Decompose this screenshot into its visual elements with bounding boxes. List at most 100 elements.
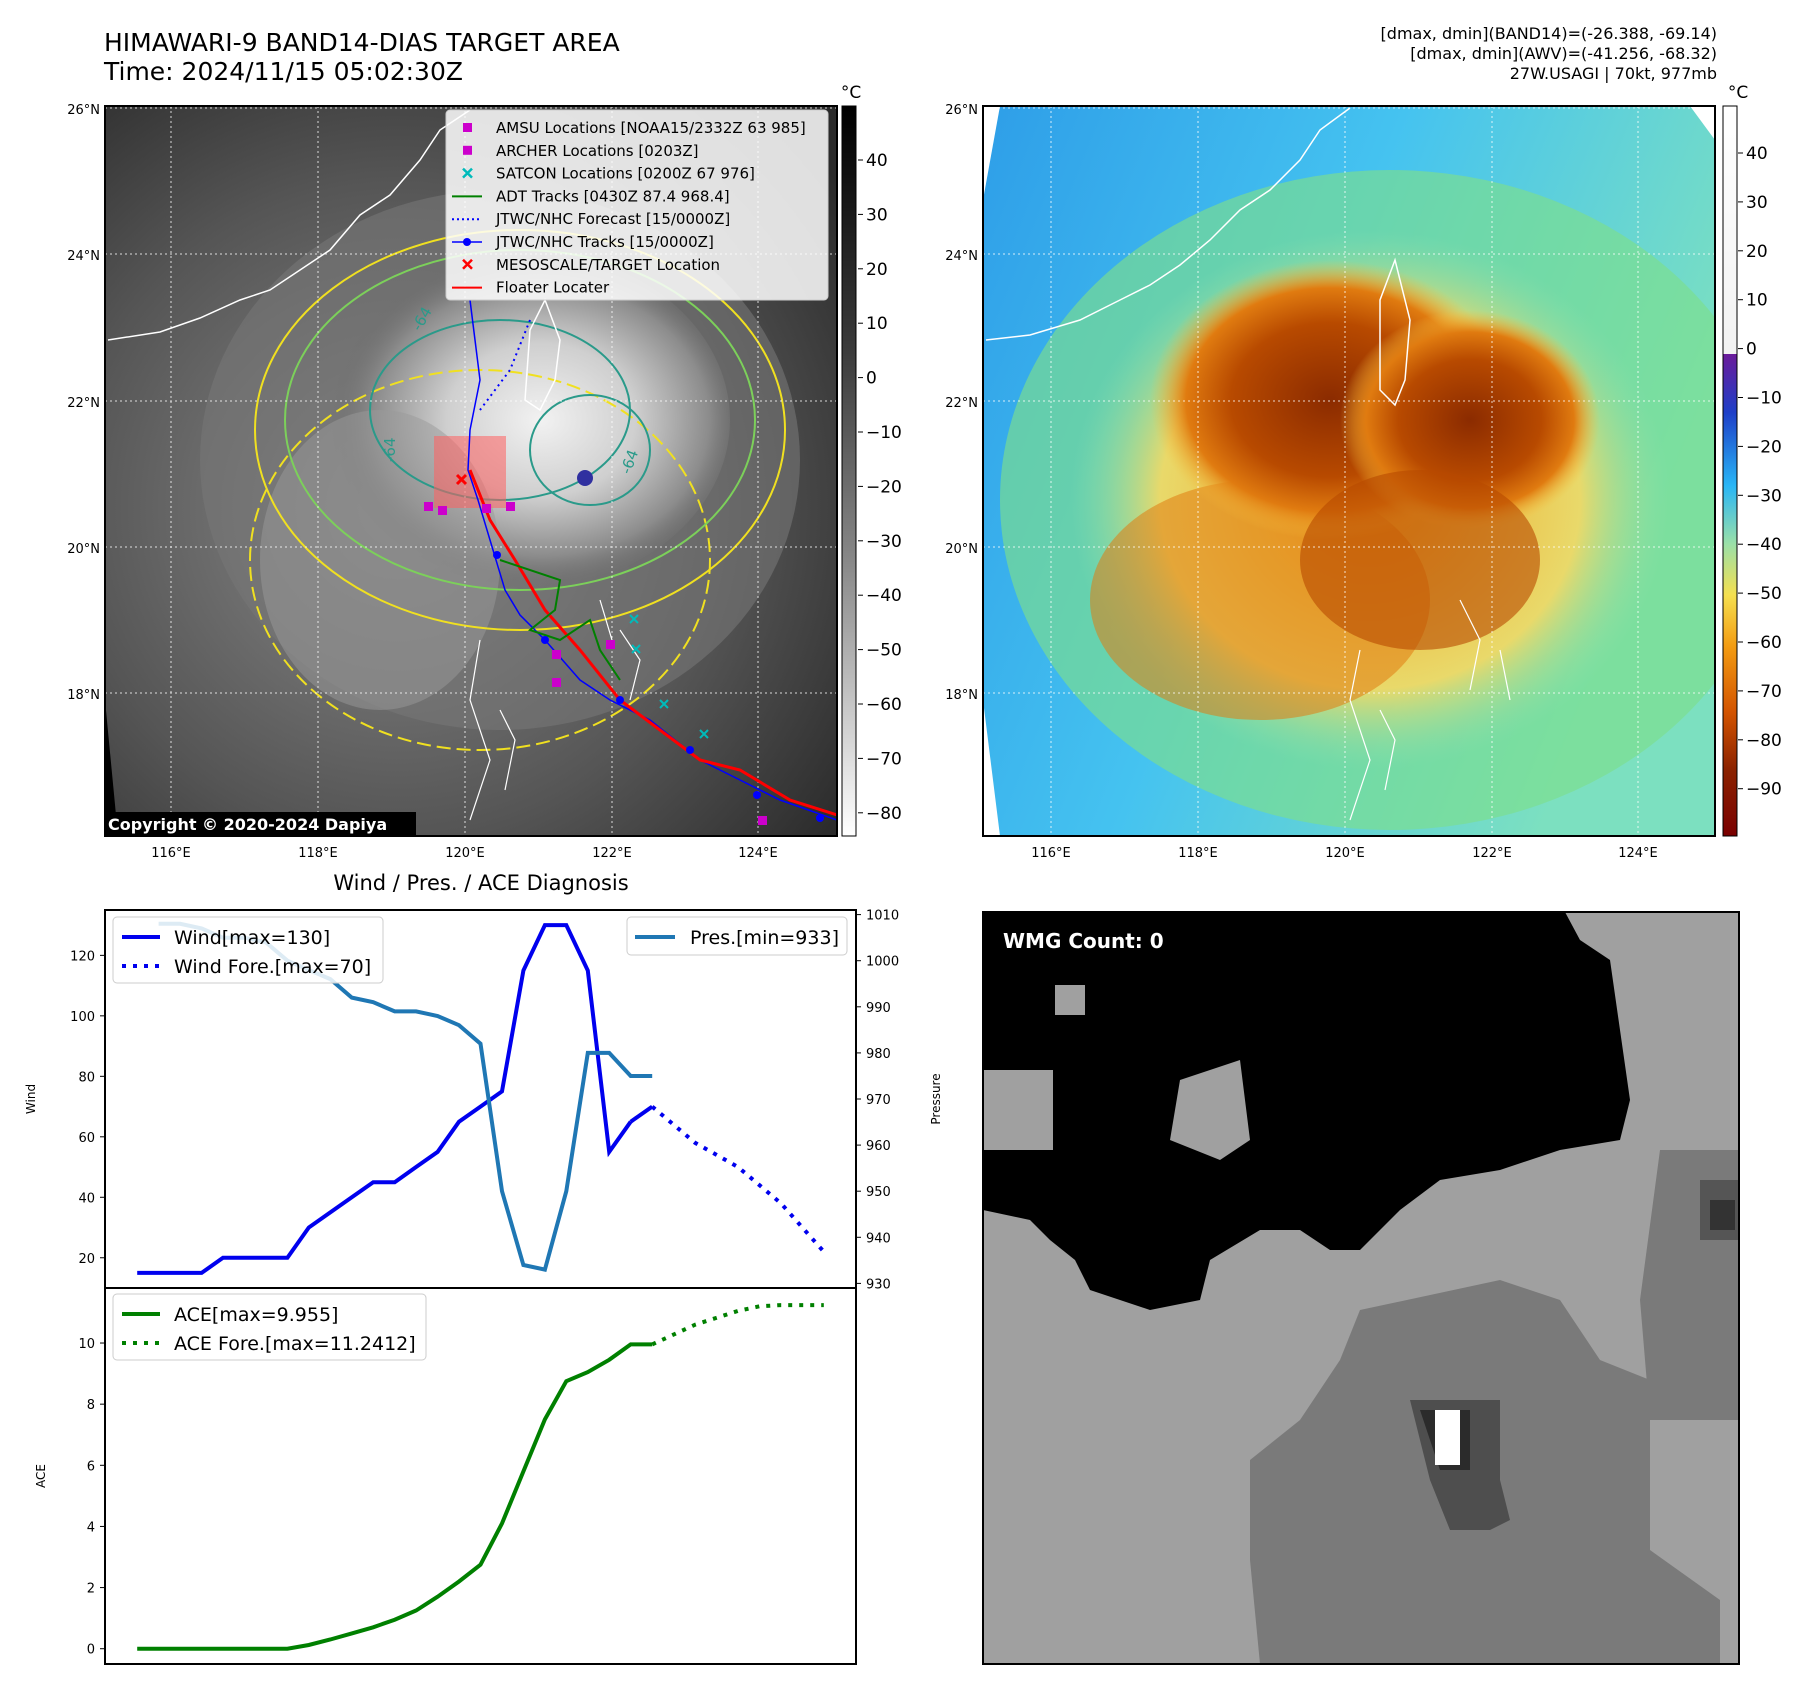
wind-axis-label: Wind — [24, 1084, 38, 1114]
adt-track-line — [499, 559, 621, 681]
ace-tick-label: 6 — [87, 1459, 95, 1474]
colorbar-tick-label: 20 — [1746, 242, 1768, 262]
map-legend-label: JTWC/NHC Forecast [15/0000Z] — [495, 210, 730, 228]
contour-label: -64 — [381, 438, 399, 463]
colorbar-left: °C 40 30 20 10 0 −10 −20 −30 −40 −50 −60 −70 −80 — [841, 83, 902, 837]
wind-series-line — [629, 1104, 654, 1124]
colorbar-tick-label: −70 — [1746, 682, 1782, 702]
wind-tick-label: 40 — [78, 1191, 95, 1206]
wind-tick-label: 80 — [78, 1070, 95, 1085]
wmg-panel: WMG Count: 0 — [982, 911, 1740, 1665]
lat-tick-label: 20°N — [67, 542, 100, 557]
colorbar-tick-label: 20 — [866, 260, 888, 280]
colorbar-tick-label: −40 — [866, 586, 902, 606]
colorbar-tick-label: 0 — [1746, 340, 1757, 360]
colorbar-tick-label: 10 — [1746, 291, 1768, 311]
map-legend-item: ARCHER Locations [0203Z] — [463, 142, 699, 160]
figure-time: Time: 2024/11/15 05:02:30Z — [103, 57, 463, 86]
map-legend-label: ADT Tracks [0430Z 87.4 968.4] — [496, 187, 730, 205]
ace-series-line — [137, 1342, 653, 1651]
colorbar-tick-label: −20 — [1746, 437, 1782, 457]
figure-title: HIMAWARI-9 BAND14-DIAS TARGET AREA — [104, 28, 620, 57]
amsu-markers — [424, 502, 767, 825]
lat-tick-label: 26°N — [945, 103, 978, 118]
ace-legend-label: ACE[max=9.955] — [174, 1304, 338, 1326]
colorbar-tick-label: −80 — [866, 804, 902, 824]
map-legend-item: JTWC/NHC Tracks [15/0000Z] — [452, 233, 714, 251]
map-legend-label: MESOSCALE/TARGET Location — [496, 256, 720, 274]
target-marker — [455, 473, 468, 486]
wind-tick-label: 60 — [78, 1131, 95, 1146]
bd-map-panel — [982, 105, 1716, 837]
colorbar-tick-label: −40 — [1746, 535, 1782, 555]
colorbar-left-unit: °C — [841, 83, 861, 103]
ir-map-panel: -64 -64 -64 — [104, 105, 838, 837]
pressure-tick-label: 1010 — [866, 909, 899, 924]
lon-tick-label: 118°E — [298, 846, 338, 861]
wind-forecast-line — [650, 1105, 826, 1254]
pressure-tick-label: 960 — [866, 1139, 891, 1154]
ace-tick-label: 10 — [78, 1337, 95, 1352]
colorbar-tick-label: −30 — [866, 532, 902, 552]
map-legend-item: SATCON Locations [0200Z 67 976] — [462, 165, 755, 183]
pressure-tick-label: 1000 — [866, 955, 899, 970]
pressure-tick-label: 950 — [866, 1185, 891, 1200]
wmg-count-label: WMG Count: 0 — [1003, 929, 1164, 953]
colorbar-tick-label: −10 — [1746, 389, 1782, 409]
pressure-tick-label: 940 — [866, 1231, 891, 1246]
lat-tick-label: 20°N — [945, 542, 978, 557]
pressure-tick-label: 970 — [866, 1093, 891, 1108]
colorbar-tick-label: −30 — [1746, 486, 1782, 506]
lat-tick-label: 24°N — [67, 249, 100, 264]
ace-forecast-line — [651, 1303, 824, 1347]
map-legend-label: AMSU Locations [NOAA15/2332Z 63 985] — [496, 119, 806, 137]
map-legend-item: MESOSCALE/TARGET Location — [462, 256, 720, 274]
ace-chart: 0 2 4 6 8 10 ACE ACE[max=9.955] ACE Fore.[max=11… — [34, 1287, 857, 1665]
wind-tick-label: 100 — [70, 1010, 95, 1025]
wind-legend: Wind[max=130] Wind Fore.[max=70] — [112, 916, 384, 984]
ace-tick-label: 8 — [87, 1398, 95, 1413]
map-legend-label: JTWC/NHC Tracks [15/0000Z] — [495, 233, 714, 251]
ace-tick-label: 0 — [87, 1643, 95, 1658]
colorbar-tick-label: −80 — [1746, 731, 1782, 751]
copyright-label: Copyright © 2020-2024 Dapiya — [108, 815, 387, 834]
map-legend-label: ARCHER Locations [0203Z] — [496, 142, 699, 160]
lon-tick-label: 116°E — [1031, 846, 1071, 861]
lat-tick-label: 22°N — [945, 396, 978, 411]
satcon-markers — [629, 614, 709, 739]
colorbar-tick-label: −60 — [866, 695, 902, 715]
wind-tick-label: 120 — [70, 949, 95, 964]
pressure-axis-label: Pressure — [929, 1073, 943, 1124]
map-legend-item: AMSU Locations [NOAA15/2332Z 63 985] — [463, 119, 806, 137]
lon-tick-label: 120°E — [445, 846, 485, 861]
colorbar-tick-label: 40 — [1746, 144, 1768, 164]
lon-tick-label: 120°E — [1325, 846, 1365, 861]
wind-forecast-legend-label: Wind Fore.[max=70] — [174, 956, 371, 978]
pressure-tick-label: 930 — [866, 1277, 891, 1292]
wind-tick-label: 20 — [78, 1252, 95, 1267]
colorbar-tick-label: −50 — [866, 641, 902, 661]
lat-tick-label: 26°N — [67, 103, 100, 118]
colorbar-tick-label: 30 — [866, 205, 888, 225]
info-line-1: [dmax, dmin](BAND14)=(-26.388, -69.14) — [1381, 24, 1717, 43]
wind-pressure-chart: 20 40 60 80 100 120 930 940 950 960 970 980 990 1000 1… — [24, 909, 943, 1293]
pressure-legend: Pres.[min=933] — [626, 916, 848, 956]
colorbar-tick-label: 0 — [866, 369, 877, 389]
wmg-cold-region — [983, 912, 1630, 1310]
lon-tick-label: 124°E — [1618, 846, 1658, 861]
lat-tick-label: 22°N — [67, 396, 100, 411]
map-legend-item: ADT Tracks [0430Z 87.4 968.4] — [452, 187, 730, 205]
jtwc-track-points — [493, 551, 824, 822]
wind-legend-label: Wind[max=130] — [174, 927, 330, 949]
colorbar-tick-label: 30 — [1746, 193, 1768, 213]
lon-tick-label: 116°E — [151, 846, 191, 861]
map-legend-label: SATCON Locations [0200Z 67 976] — [496, 165, 755, 183]
wind-series-line — [137, 923, 633, 1275]
colorbar-tick-label: −50 — [1746, 584, 1782, 604]
info-line-2: [dmax, dmin](AWV)=(-41.256, -68.32) — [1410, 44, 1717, 63]
pressure-legend-label: Pres.[min=933] — [690, 927, 839, 949]
lat-tick-label: 24°N — [945, 249, 978, 264]
ace-tick-label: 2 — [87, 1582, 95, 1597]
lon-tick-label: 118°E — [1178, 846, 1218, 861]
